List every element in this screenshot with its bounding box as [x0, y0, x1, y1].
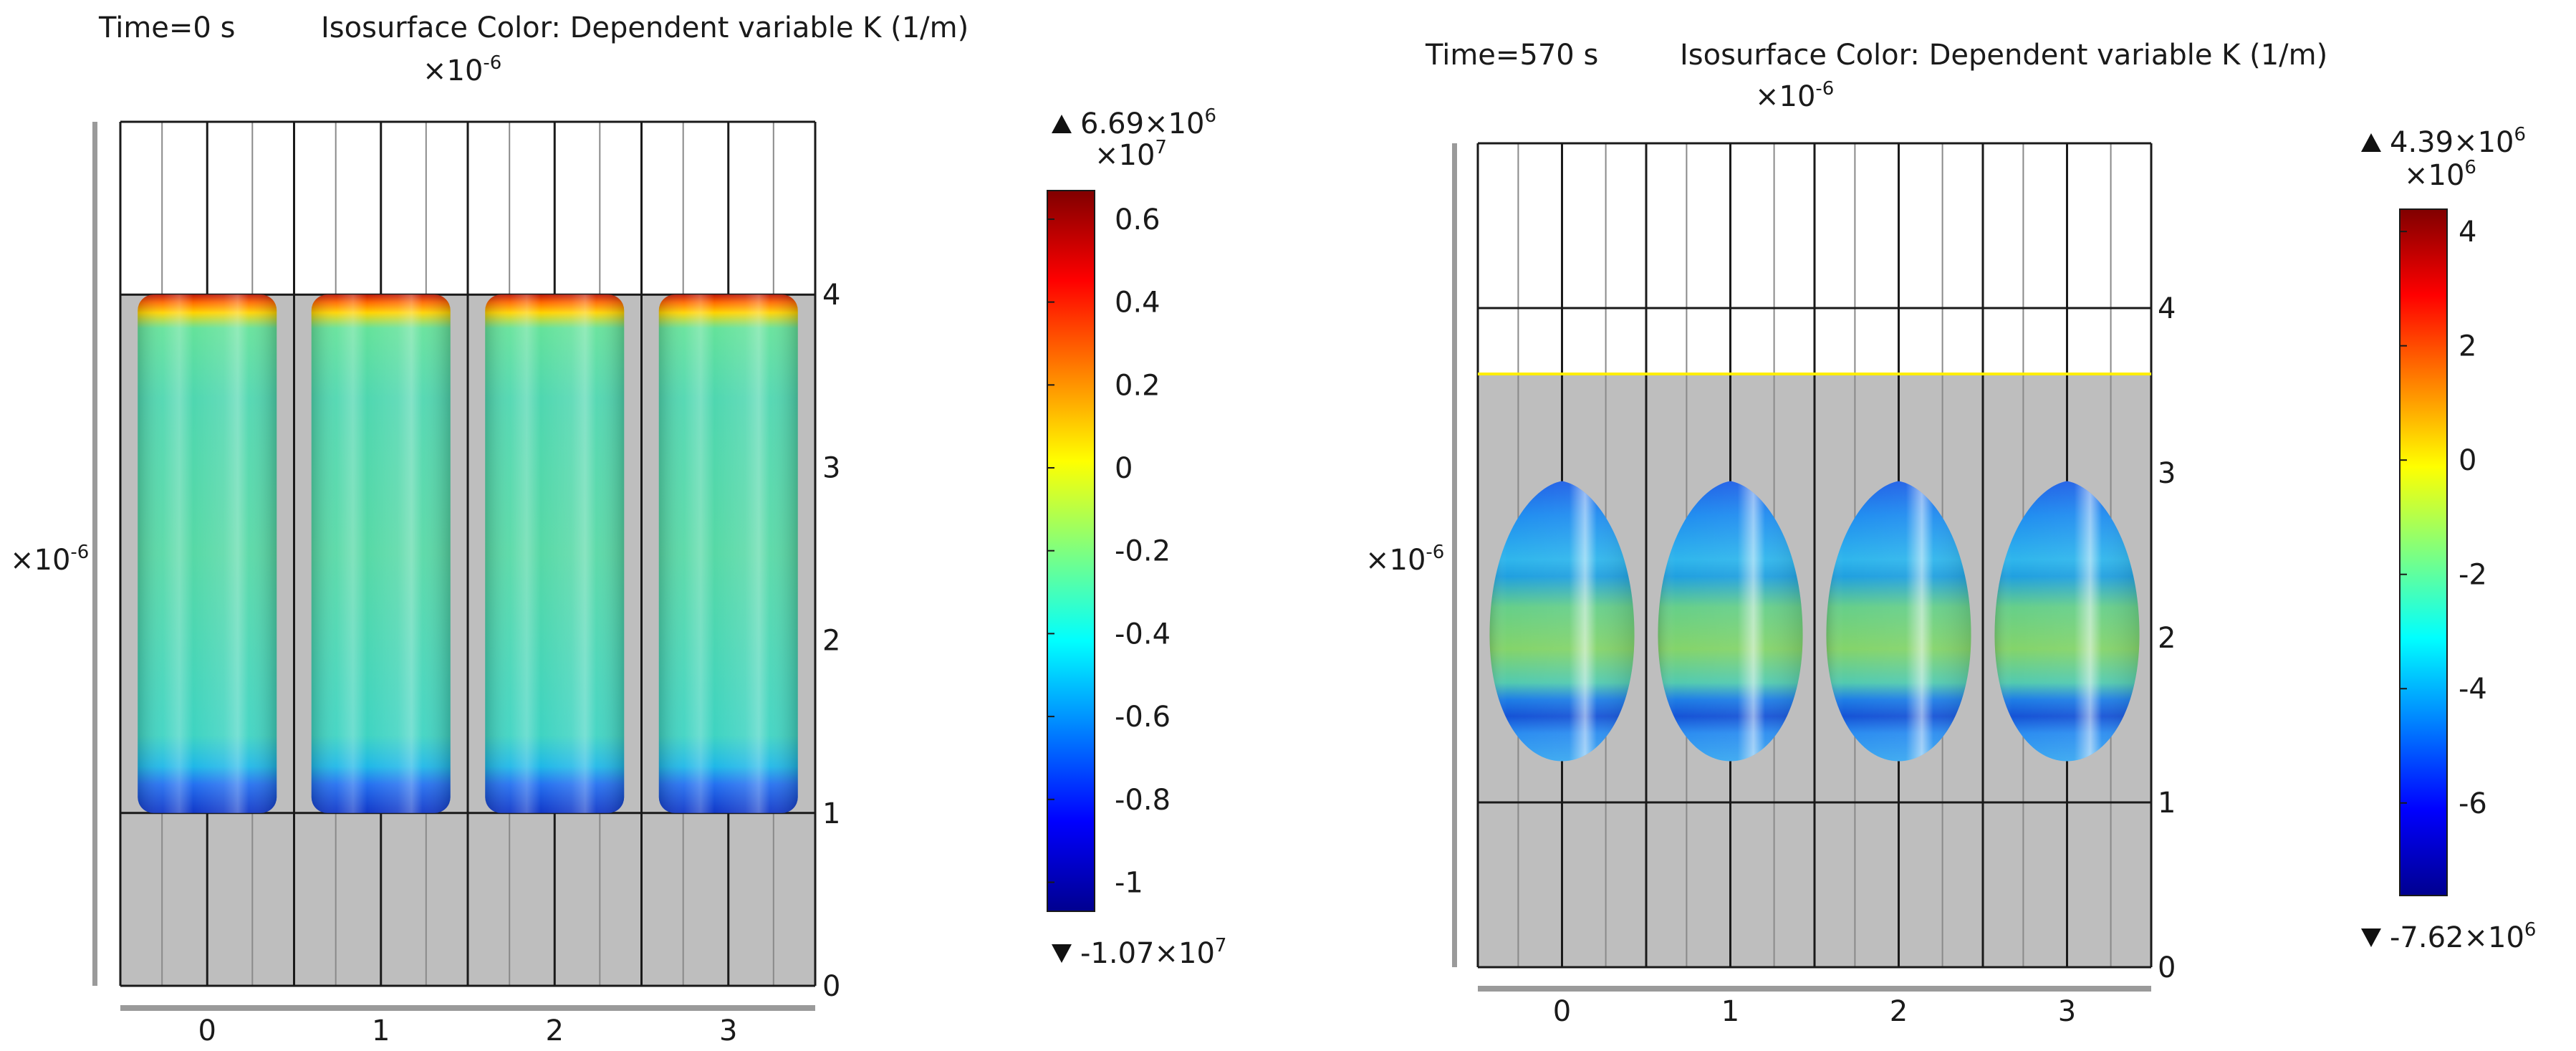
x-tick-label: 3: [719, 1014, 737, 1047]
colorbar-tick-label: -6: [2459, 787, 2487, 820]
colorbar-scale-exp: 6: [2464, 157, 2476, 178]
y-scale-label: ×10-6: [1365, 542, 1444, 577]
y-tick-label: 0: [2158, 951, 2176, 984]
x-tick-label: 1: [1721, 995, 1739, 1028]
y-axis-line: [1452, 143, 1457, 967]
colorbar-tick-label: 0.6: [1115, 203, 1160, 236]
bubble-shading: [1658, 481, 1803, 762]
max-arrow-icon: [2361, 133, 2381, 152]
bubble-shading: [138, 294, 277, 813]
x-tick-label: 2: [546, 1014, 564, 1047]
colorbar-tick-label: 4: [2459, 216, 2476, 249]
x-axis-line: [1478, 986, 2151, 992]
plot-area: 0 1 2 3 4 0 1 2 3: [92, 120, 840, 1047]
bubble-shading: [485, 294, 625, 813]
plot-area: 0 1 2 3 4 0 1 2 3: [1452, 142, 2176, 1028]
y-tick-label: 1: [822, 797, 840, 830]
colorbar-scale-exp: 7: [1155, 137, 1167, 158]
colorbar-tick-label: 0.2: [1115, 369, 1160, 402]
y-axis-line: [92, 122, 97, 986]
max-arrow-icon: [1052, 115, 1072, 133]
colorbar-max-exp: 6: [1204, 105, 1216, 127]
y-tick-label: 2: [822, 625, 840, 658]
panel-time-570: Time=570 s Isosurface Color: Dependent v…: [1365, 39, 2536, 1028]
x-scale-label: ×10-6: [1755, 78, 1834, 113]
colorbar-max-label: 6.69×106: [1080, 105, 1216, 140]
colorbar-tick-label: -2: [2459, 559, 2487, 592]
colorbar-min-label: -7.62×106: [2390, 919, 2536, 954]
colorbar-tick-label: 0: [1115, 452, 1133, 485]
y-tick-label: 1: [2158, 787, 2176, 820]
colorbar-scale-label: ×106: [2404, 157, 2476, 192]
colorbar-tick-label: 2: [2459, 330, 2476, 363]
x-tick-label: 0: [198, 1014, 216, 1047]
colorbar-min-exp: 6: [2524, 919, 2537, 941]
time-label: Time=0 s: [98, 11, 235, 44]
colorbar-scale-label: ×107: [1095, 137, 1167, 172]
bubble-shading: [658, 294, 798, 813]
panel-time-0: Time=0 s Isosurface Color: Dependent var…: [10, 11, 1226, 1047]
bubble-shading: [311, 294, 451, 813]
colorbar-tick-label: -4: [2459, 673, 2487, 706]
y-tick-label: 4: [2158, 292, 2176, 325]
y-tick-label: 4: [822, 279, 840, 312]
colorbar-tick-label: -0.4: [1115, 618, 1171, 651]
colorbar-gradient: [2399, 208, 2448, 896]
colorbar-max-exp: 6: [2514, 124, 2526, 145]
colorbar-tick-label: -0.2: [1115, 535, 1171, 568]
x-tick-label: 3: [2058, 995, 2076, 1028]
colorbar-max-label: 4.39×106: [2390, 124, 2526, 159]
bubble-shading: [1826, 481, 1971, 762]
colorbar-min-exp: 7: [1215, 935, 1227, 956]
y-tick-label: 2: [2158, 622, 2176, 655]
colorbar-tick-label: 0: [2459, 444, 2476, 477]
x-axis-line: [120, 1005, 815, 1011]
plot-title: Isosurface Color: Dependent variable K (…: [1680, 39, 2327, 72]
min-arrow-icon: [1052, 944, 1072, 963]
x-tick-label: 0: [1553, 995, 1571, 1028]
bubble-shading: [1489, 481, 1635, 762]
colorbar-tick-label: -1: [1115, 867, 1143, 900]
x-scale-label: ×10-6: [423, 52, 501, 87]
x-tick-label: 2: [1890, 995, 1908, 1028]
plot-title: Isosurface Color: Dependent variable K (…: [321, 11, 969, 44]
colorbar-tick-label: 0.4: [1115, 287, 1160, 320]
colorbar: 4 2 0 -2 -4 -6 4.39×106×106 -7.62×106: [2361, 124, 2536, 954]
x-tick-label: 1: [372, 1014, 390, 1047]
colorbar: 0.6 0.4 0.2 0 -0.2 -0.4 -0.6 -0.8 -1 6.69×106×107…: [1047, 105, 1226, 970]
colorbar-min-label: -1.07×107: [1080, 935, 1226, 970]
y-tick-label: 3: [822, 451, 840, 484]
time-label: Time=570 s: [1425, 39, 1598, 72]
colorbar-tick-label: -0.8: [1115, 784, 1171, 817]
y-tick-label: 3: [2158, 457, 2176, 490]
colorbar-gradient: [1047, 190, 1095, 912]
colorbar-tick-label: -0.6: [1115, 701, 1171, 734]
y-scale-label: ×10-6: [10, 542, 89, 577]
bubble-shading: [1994, 481, 2140, 762]
min-arrow-icon: [2361, 928, 2381, 947]
y-tick-label: 0: [822, 970, 840, 1003]
